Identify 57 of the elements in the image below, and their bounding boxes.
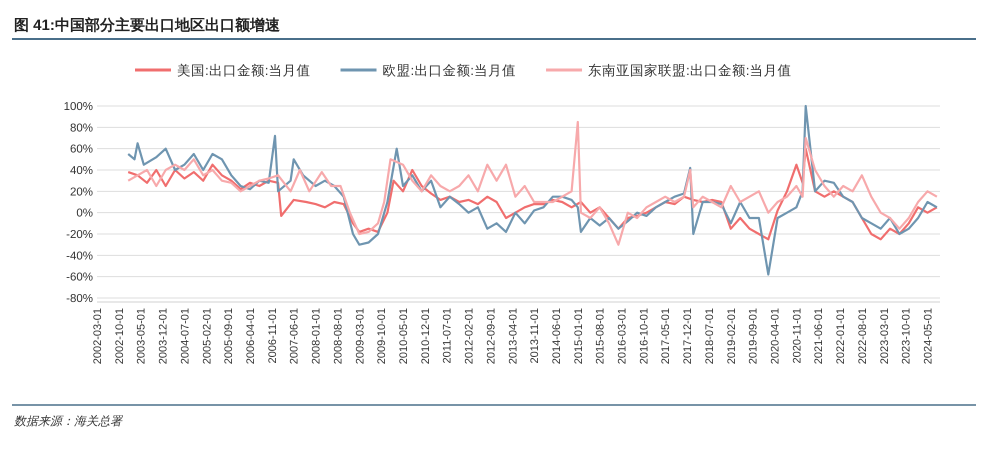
x-tick-label: 2003-05-01 [136, 308, 148, 364]
x-tick-label: 2016-10-01 [638, 308, 650, 364]
x-tick-label: 2005-02-01 [201, 308, 214, 364]
x-tick-label: 2018-07-01 [704, 308, 716, 364]
line-series [127, 104, 938, 276]
chart-title: 图 41:中国部分主要出口地区出口额增速 [14, 16, 281, 34]
legend-label: 欧盟:出口金额:当月值 [382, 63, 516, 78]
x-tick-label: 2024-05-01 [922, 308, 935, 364]
y-tick-label: 60% [70, 144, 93, 156]
x-tick-label: 2009-03-01 [354, 308, 366, 364]
x-tick-label: 2008-08-01 [332, 308, 344, 364]
x-tick-label: 2008-01-01 [310, 308, 323, 364]
x-tick-label: 2014-06-01 [550, 308, 563, 364]
x-tick-label: 2013-11-01 [529, 308, 542, 364]
line-series [127, 120, 938, 246]
y-tick-label: 20% [70, 186, 93, 198]
x-tick-label: 2002-03-01 [92, 308, 104, 364]
y-tick-label: -40% [66, 250, 93, 262]
x-tick-label: 2010-12-01 [420, 308, 432, 364]
x-tick-label: 2004-07-01 [179, 308, 192, 364]
x-tick-label: 2015-08-01 [594, 308, 607, 364]
legend-label: 美国:出口金额:当月值 [177, 63, 311, 78]
x-tick-label: 2006-11-01 [266, 308, 279, 364]
x-tick-label: 2020-11-01 [791, 308, 804, 364]
x-tick-label: 2016-03-01 [616, 308, 629, 364]
legend-label: 东南亚国家联盟:出口金额:当月值 [588, 63, 792, 78]
x-tick-label: 2023-03-01 [878, 308, 891, 364]
x-tick-label: 2007-06-01 [288, 308, 301, 364]
x-tick-label: 2019-02-01 [726, 308, 738, 364]
x-tick-label: 2003-12-01 [158, 308, 170, 364]
x-tick-label: 2002-10-01 [114, 308, 126, 364]
y-tick-label: -20% [66, 229, 93, 241]
x-tick-label: 2015-01-01 [572, 308, 585, 364]
x-tick-label: 2017-12-01 [682, 308, 694, 364]
x-tick-label: 2023-10-01 [900, 308, 913, 364]
y-tick-label: 100% [64, 101, 93, 113]
x-tick-label: 2022-08-01 [856, 308, 869, 364]
x-tick-label: 2012-09-01 [485, 308, 498, 364]
y-tick-label: 40% [70, 165, 93, 177]
x-tick-label: 2006-04-01 [244, 308, 257, 364]
x-tick-label: 2017-05-01 [660, 308, 672, 364]
y-tick-label: 0% [76, 208, 93, 220]
x-tick-label: 2019-09-01 [748, 308, 760, 364]
x-tick-label: 2009-10-01 [376, 308, 388, 364]
x-tick-label: 2013-04-01 [507, 308, 520, 364]
x-tick-label: 2022-01-01 [835, 308, 848, 364]
source-note: 数据来源：海关总署 [14, 414, 124, 428]
y-tick-label: 80% [70, 122, 93, 134]
x-tick-label: 2005-09-01 [223, 308, 236, 364]
y-tick-label: -80% [66, 293, 93, 305]
x-tick-label: 2020-04-01 [770, 308, 782, 364]
y-tick-label: -60% [66, 272, 93, 284]
x-tick-label: 2010-05-01 [398, 308, 410, 364]
x-tick-label: 2012-02-01 [464, 308, 476, 364]
x-tick-label: 2011-07-01 [442, 308, 454, 364]
line-series [127, 148, 938, 240]
x-tick-label: 2021-06-01 [813, 308, 826, 364]
